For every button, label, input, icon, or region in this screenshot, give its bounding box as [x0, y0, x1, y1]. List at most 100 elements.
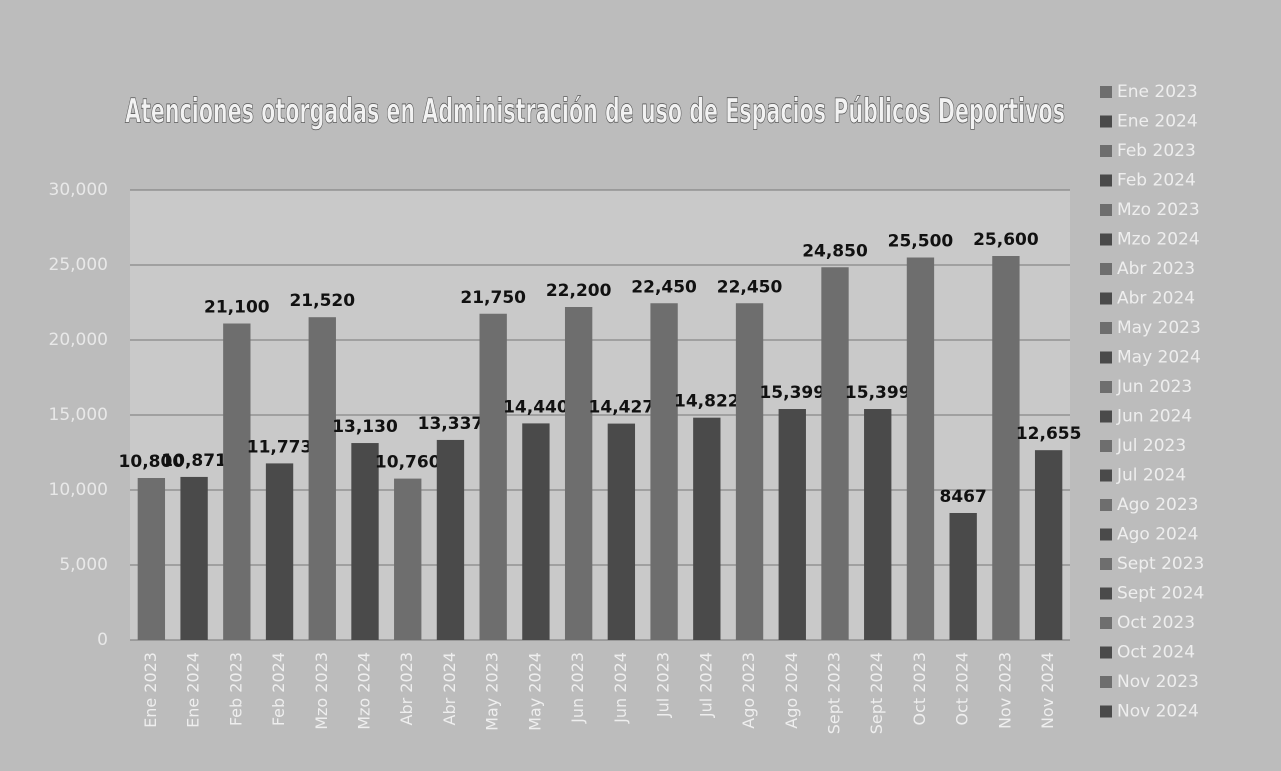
legend-swatch — [1100, 587, 1112, 600]
legend-swatch — [1100, 233, 1112, 246]
bar — [522, 423, 550, 640]
legend-swatch — [1100, 558, 1112, 570]
x-tick-label: Abr 2024 — [440, 652, 459, 725]
y-tick-label: 20,000 — [49, 330, 108, 350]
legend-swatch — [1100, 292, 1112, 305]
x-tick-label: Nov 2023 — [995, 652, 1014, 729]
legend-label: Ago 2024 — [1117, 525, 1199, 545]
legend-swatch — [1100, 174, 1112, 187]
chart-title: Atenciones otorgadas en Administración d… — [125, 92, 1065, 132]
x-tick-label: Jul 2024 — [696, 652, 715, 718]
legend-swatch — [1100, 115, 1112, 128]
bar — [351, 443, 379, 640]
bar — [308, 317, 336, 640]
legend-swatch — [1100, 145, 1112, 157]
data-label: 25,500 — [888, 232, 954, 252]
y-tick-label: 5,000 — [59, 555, 108, 575]
bar — [864, 409, 892, 640]
legend-label: Mzo 2024 — [1117, 230, 1200, 250]
data-label: 15,399 — [845, 383, 911, 403]
y-tick-label: 15,000 — [49, 405, 108, 425]
data-label: 21,520 — [289, 291, 355, 311]
legend-label: Ene 2024 — [1117, 112, 1198, 132]
x-tick-label: Mzo 2024 — [355, 652, 374, 730]
legend-label: Oct 2024 — [1117, 643, 1195, 663]
data-label: 21,750 — [460, 288, 526, 308]
legend-label: Ago 2023 — [1117, 495, 1199, 515]
bar — [1034, 450, 1063, 640]
bar — [394, 478, 422, 640]
x-tick-label: Feb 2024 — [269, 652, 288, 726]
bar — [479, 313, 507, 640]
x-tick-label: Mzo 2023 — [312, 652, 331, 730]
x-tick-label: Ago 2024 — [782, 652, 801, 729]
legend-swatch — [1100, 263, 1112, 275]
data-label: 14,427 — [589, 398, 655, 418]
bar — [436, 439, 465, 640]
legend-swatch — [1100, 499, 1112, 511]
legend-label: Jul 2024 — [1116, 466, 1186, 486]
legend-label: Nov 2023 — [1117, 672, 1199, 692]
x-tick-label: Jun 2024 — [611, 652, 630, 724]
legend-label: Mzo 2023 — [1117, 200, 1200, 220]
x-tick-label: Feb 2023 — [226, 652, 245, 726]
data-label: 21,100 — [204, 298, 270, 318]
legend-swatch — [1100, 410, 1112, 423]
legend-label: May 2024 — [1117, 348, 1201, 368]
x-tick-label: May 2023 — [483, 652, 502, 731]
bar — [992, 256, 1020, 640]
legend-label: Sept 2023 — [1117, 554, 1204, 574]
data-label: 12,655 — [1016, 424, 1082, 444]
legend-swatch — [1100, 528, 1112, 541]
bar — [223, 323, 251, 640]
x-tick-label: Jul 2023 — [654, 652, 673, 718]
bar — [906, 257, 935, 640]
data-label: 13,130 — [332, 417, 398, 437]
legend-swatch — [1100, 322, 1112, 334]
data-label: 11,773 — [247, 437, 313, 457]
bar — [650, 303, 678, 640]
legend-swatch — [1100, 440, 1112, 452]
y-tick-label: 0 — [97, 630, 108, 650]
data-label: 10,800 — [119, 452, 185, 472]
bar — [735, 303, 764, 640]
legend-label: Abr 2023 — [1117, 259, 1195, 279]
legend-label: Abr 2024 — [1117, 289, 1195, 309]
bar — [265, 463, 294, 640]
x-tick-label: Nov 2024 — [1038, 652, 1057, 729]
x-tick-label: Jun 2023 — [568, 652, 587, 724]
x-tick-label: Ago 2023 — [739, 652, 758, 729]
legend-label: Feb 2023 — [1117, 141, 1196, 161]
data-label: 15,399 — [759, 383, 825, 403]
legend-label: Ene 2023 — [1117, 82, 1198, 102]
x-tick-label: Sept 2024 — [867, 652, 886, 734]
legend-label: Feb 2024 — [1117, 171, 1196, 191]
bar — [607, 423, 636, 640]
x-tick-label: Sept 2023 — [825, 652, 844, 734]
data-label: 25,600 — [973, 230, 1039, 250]
data-label: 10,760 — [375, 453, 441, 473]
x-tick-label: Oct 2023 — [910, 652, 929, 725]
data-label: 14,440 — [503, 397, 569, 417]
data-label: 8467 — [940, 487, 987, 507]
x-tick-label: May 2024 — [525, 652, 544, 731]
legend-label: Oct 2023 — [1117, 613, 1195, 633]
bar — [821, 267, 849, 640]
x-tick-label: Ene 2024 — [184, 652, 203, 728]
data-label: 14,822 — [674, 392, 740, 412]
legend-swatch — [1100, 351, 1112, 364]
legend-swatch — [1100, 204, 1112, 216]
legend-swatch — [1100, 705, 1112, 718]
legend-swatch — [1100, 646, 1112, 659]
y-tick-label: 25,000 — [49, 255, 108, 275]
legend-swatch — [1100, 381, 1112, 393]
legend-swatch — [1100, 86, 1112, 98]
bar — [693, 417, 721, 640]
data-label: 22,200 — [546, 281, 612, 301]
legend-label: Jun 2023 — [1116, 377, 1192, 397]
legend-swatch — [1100, 469, 1112, 482]
bar — [137, 478, 166, 640]
bar — [564, 307, 593, 640]
legend-label: Jul 2023 — [1116, 436, 1186, 456]
